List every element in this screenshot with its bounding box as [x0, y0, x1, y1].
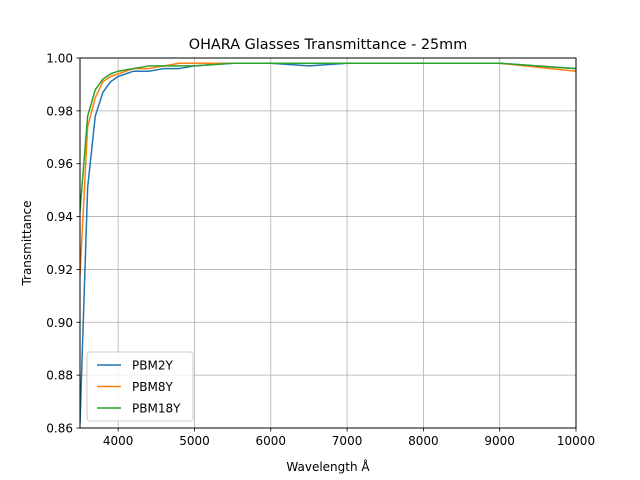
- legend-label: PBM2Y: [132, 359, 173, 373]
- y-tick-label: 0.90: [46, 316, 73, 330]
- x-tick-label: 9000: [484, 434, 515, 448]
- y-tick-label: 0.94: [46, 210, 73, 224]
- x-axis-label: Wavelength Å: [286, 459, 370, 474]
- chart-title: OHARA Glasses Transmittance - 25mm: [189, 37, 467, 53]
- x-axis-ticks: 4000 5000 6000 7000 8000 9000 10000: [103, 428, 595, 448]
- x-tick-label: 10000: [557, 434, 595, 448]
- x-tick-label: 4000: [103, 434, 134, 448]
- legend-label: PBM8Y: [132, 380, 173, 394]
- y-tick-label: 0.88: [46, 369, 73, 383]
- x-tick-label: 5000: [179, 434, 210, 448]
- x-tick-label: 8000: [408, 434, 439, 448]
- y-axis-ticks: 0.86 0.88 0.90 0.92 0.94 0.96 0.98 1.00: [46, 52, 80, 436]
- x-tick-label: 7000: [332, 434, 363, 448]
- y-tick-label: 0.98: [46, 104, 73, 118]
- legend-label: PBM18Y: [132, 402, 181, 416]
- y-axis-label: Transmittance: [20, 200, 34, 286]
- series-layer: [80, 62, 576, 424]
- y-tick-label: 0.92: [46, 263, 73, 277]
- y-tick-label: 0.96: [46, 157, 73, 171]
- x-tick-label: 6000: [255, 434, 286, 448]
- y-tick-label: 0.86: [46, 422, 73, 436]
- plot-frame: [79, 57, 577, 429]
- y-tick-label: 1.00: [46, 52, 73, 66]
- legend: PBM2Y PBM8Y PBM18Y: [86, 351, 194, 422]
- legend-box: [86, 351, 194, 422]
- series-line-pbm18y: [80, 62, 576, 213]
